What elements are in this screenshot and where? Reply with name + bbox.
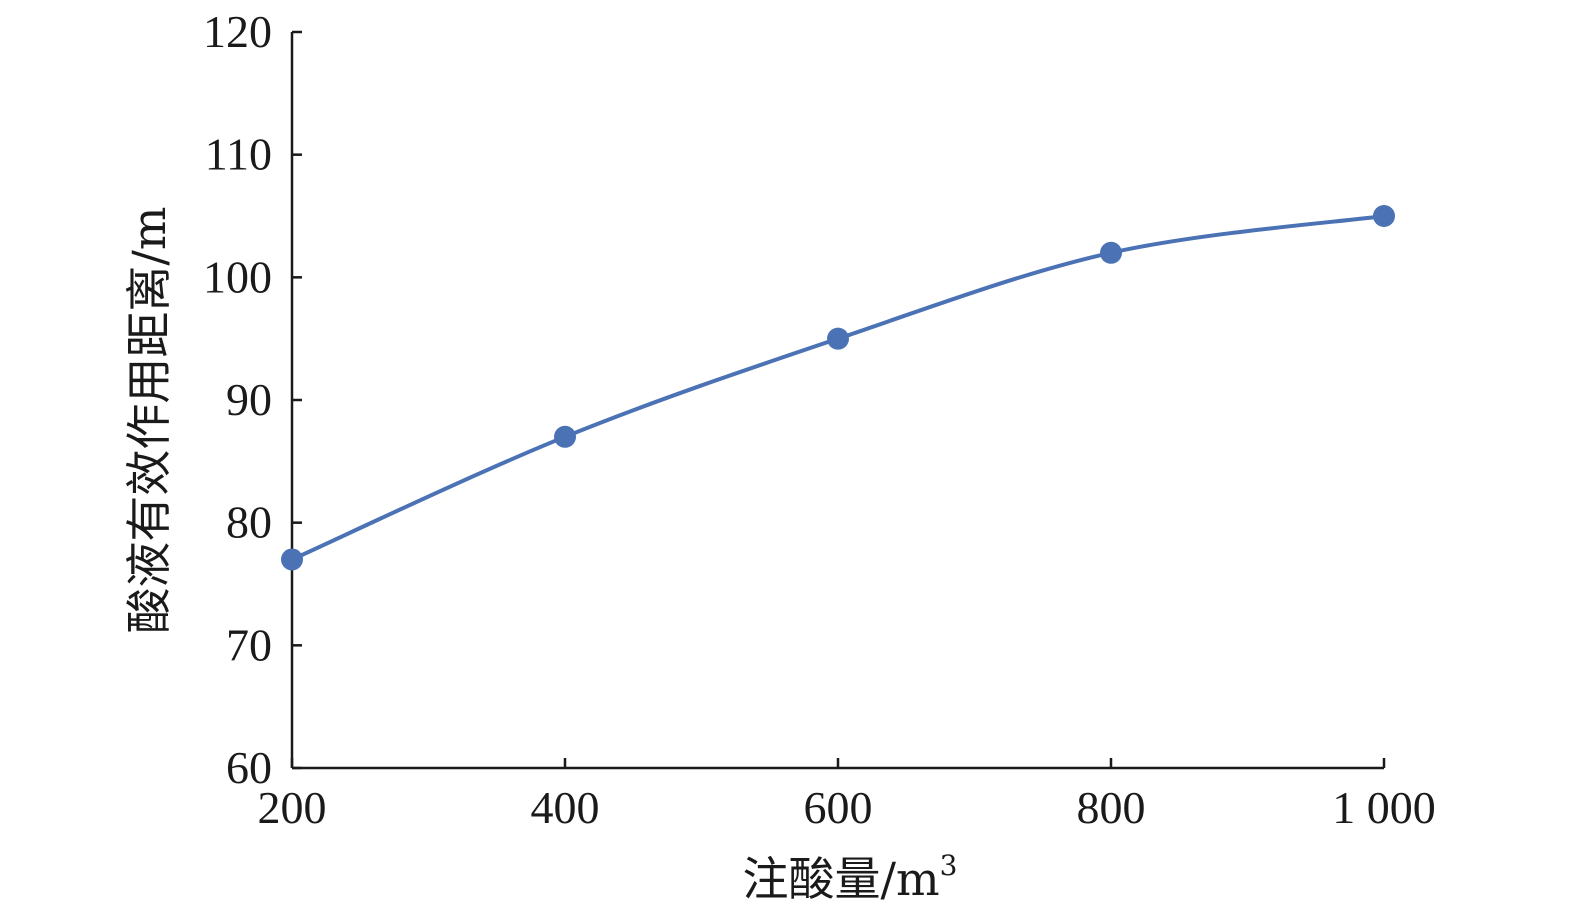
plot-area — [281, 205, 1395, 571]
y-tick-label: 110 — [205, 129, 272, 180]
data-point — [1100, 241, 1122, 264]
x-axis-title: 注酸量/m3 — [743, 849, 958, 906]
data-point — [827, 327, 849, 350]
y-axis-title: 酸液有效作用距离/m — [122, 206, 176, 633]
series-line — [291, 214, 1385, 562]
y-tick-label: 100 — [203, 251, 272, 302]
x-axis-title-superscript: 3 — [940, 849, 958, 882]
y-tick-label: 120 — [203, 6, 272, 57]
x-tick-label: 200 — [258, 782, 327, 833]
y-tick-label: 90 — [226, 374, 272, 425]
y-tick-label: 70 — [226, 619, 272, 670]
data-point — [281, 548, 303, 571]
data-point — [554, 425, 576, 448]
y-tick-label: 60 — [226, 742, 272, 793]
x-axis: 200 400 600 800 1 000 — [258, 758, 1436, 833]
x-axis-title-text: 注酸量/m — [743, 852, 940, 906]
x-tick-label: 600 — [804, 782, 873, 833]
y-axis: 60 70 80 90 100 110 120 — [203, 6, 302, 793]
x-tick-label: 400 — [531, 782, 600, 833]
x-tick-label: 1 000 — [1332, 782, 1436, 833]
data-point — [1373, 205, 1395, 227]
y-tick-label: 80 — [226, 497, 272, 548]
x-tick-label: 800 — [1077, 782, 1146, 833]
